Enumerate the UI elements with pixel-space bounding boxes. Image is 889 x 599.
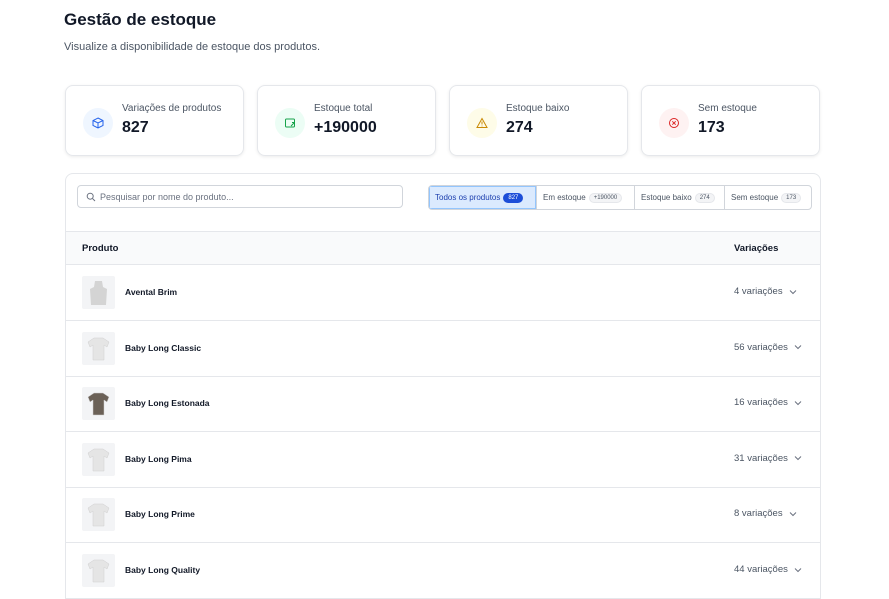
- stat-value: 274: [506, 119, 533, 136]
- stat-label: Estoque baixo: [506, 103, 570, 114]
- table-row: Baby Long Pima 31 variações: [66, 432, 820, 488]
- filter-label: Em estoque: [543, 193, 586, 202]
- filter-tab[interactable]: Em estoque +190000: [536, 186, 634, 209]
- stat-card: Estoque baixo 274: [449, 85, 628, 156]
- filter-tab[interactable]: Todos os produtos 827: [429, 186, 536, 209]
- stat-icon: [467, 108, 497, 138]
- variations-count: 4 variações: [734, 286, 783, 297]
- filter-count: 173: [781, 192, 802, 203]
- column-header: Produto: [82, 243, 119, 254]
- search-input[interactable]: Pesquisar por nome do produto...: [77, 185, 403, 208]
- filter-tab[interactable]: Estoque baixo 274: [634, 186, 724, 209]
- filter-count: 827: [503, 192, 524, 203]
- icon: [285, 118, 295, 128]
- variations-count: 31 variações: [734, 452, 788, 464]
- variations-count: 16 variações: [734, 397, 788, 409]
- shirt-image: [87, 504, 110, 527]
- chevron-icon: [794, 456, 802, 461]
- stat-icon: [275, 108, 305, 138]
- product-thumbnail: [82, 331, 115, 365]
- table-row: Baby Long Classic 56 variações: [66, 321, 820, 377]
- icon: [476, 117, 488, 128]
- filter-label: Sem estoque: [731, 193, 779, 202]
- product-thumbnail: [82, 498, 115, 532]
- stat-card: Variações de produtos 827: [65, 85, 244, 156]
- variations-toggle[interactable]: 44 variações: [734, 564, 802, 575]
- stat-value: 827: [122, 119, 149, 136]
- filter-count: +190000: [588, 192, 623, 203]
- variations-toggle[interactable]: 16 variações: [734, 397, 802, 408]
- shirt-image: [87, 337, 110, 360]
- variations-toggle[interactable]: 31 variações: [734, 453, 802, 464]
- product-name: Baby Long Quality: [125, 565, 201, 575]
- search-placeholder: Pesquisar por nome do produto...: [100, 191, 234, 202]
- variations-count: 56 variações: [734, 341, 788, 353]
- table-header: Produto Variações: [66, 231, 820, 265]
- table-row: Avental Brim 4 variações: [66, 265, 820, 321]
- product-thumbnail: [82, 442, 115, 476]
- product-name: Avental Brim: [125, 287, 178, 297]
- product-thumbnail: [82, 554, 115, 587]
- stat-card: Estoque total +190000: [257, 85, 436, 156]
- chevron-icon: [789, 512, 796, 517]
- chevron-icon: [794, 345, 802, 350]
- chevron-icon: [789, 289, 796, 294]
- search-icon: [86, 192, 96, 201]
- stat-value: 173: [698, 119, 725, 136]
- product-name: Baby Long Pima: [125, 453, 192, 464]
- column-header: Variações: [734, 243, 779, 254]
- page-title: Gestão de estoque: [64, 10, 217, 29]
- table-row: Baby Long Quality 44 variações: [66, 543, 820, 599]
- variations-count: 44 variações: [734, 564, 788, 575]
- product-name: Baby Long Classic: [125, 342, 202, 353]
- variations-toggle[interactable]: 4 variações: [734, 286, 797, 297]
- icon: [669, 118, 679, 128]
- filter-label: Todos os produtos: [435, 193, 501, 202]
- variations-toggle[interactable]: 56 variações: [734, 342, 802, 353]
- chevron-icon: [794, 567, 802, 572]
- product-name: Baby Long Prime: [125, 509, 195, 520]
- stat-icon: [659, 108, 689, 138]
- chevron-icon: [794, 400, 802, 405]
- filter-count: 274: [694, 192, 715, 203]
- stat-label: Estoque total: [314, 103, 373, 114]
- stat-card: Sem estoque 173: [641, 85, 820, 156]
- variations-toggle[interactable]: 8 variações: [734, 508, 797, 519]
- stat-icon: [83, 108, 113, 138]
- stat-label: Variações de produtos: [122, 103, 222, 114]
- page-subtitle: Visualize a disponibilidade de estoque d…: [64, 41, 321, 53]
- shirt-image: [87, 448, 110, 472]
- table-row: Baby Long Estonada 16 variações: [66, 376, 820, 433]
- apron-image: [90, 281, 107, 305]
- stat-value: +190000: [314, 119, 377, 136]
- icon: [92, 117, 104, 129]
- shirt-image: [87, 559, 110, 583]
- variations-count: 8 variações: [734, 508, 783, 520]
- product-thumbnail: [82, 276, 115, 309]
- stock-panel: Pesquisar por nome do produto... Todos o…: [65, 173, 821, 599]
- product-name: Baby Long Estonada: [125, 398, 210, 409]
- stat-label: Sem estoque: [698, 103, 757, 114]
- filter-tab[interactable]: Sem estoque 173: [724, 186, 811, 209]
- table-row: Baby Long Prime 8 variações: [66, 487, 820, 544]
- filter-label: Estoque baixo: [641, 193, 692, 202]
- product-thumbnail: [82, 387, 115, 421]
- shirt-image: [87, 392, 110, 416]
- filter-tabs: Todos os produtos 827 Em estoque +190000 Est…: [428, 185, 812, 210]
